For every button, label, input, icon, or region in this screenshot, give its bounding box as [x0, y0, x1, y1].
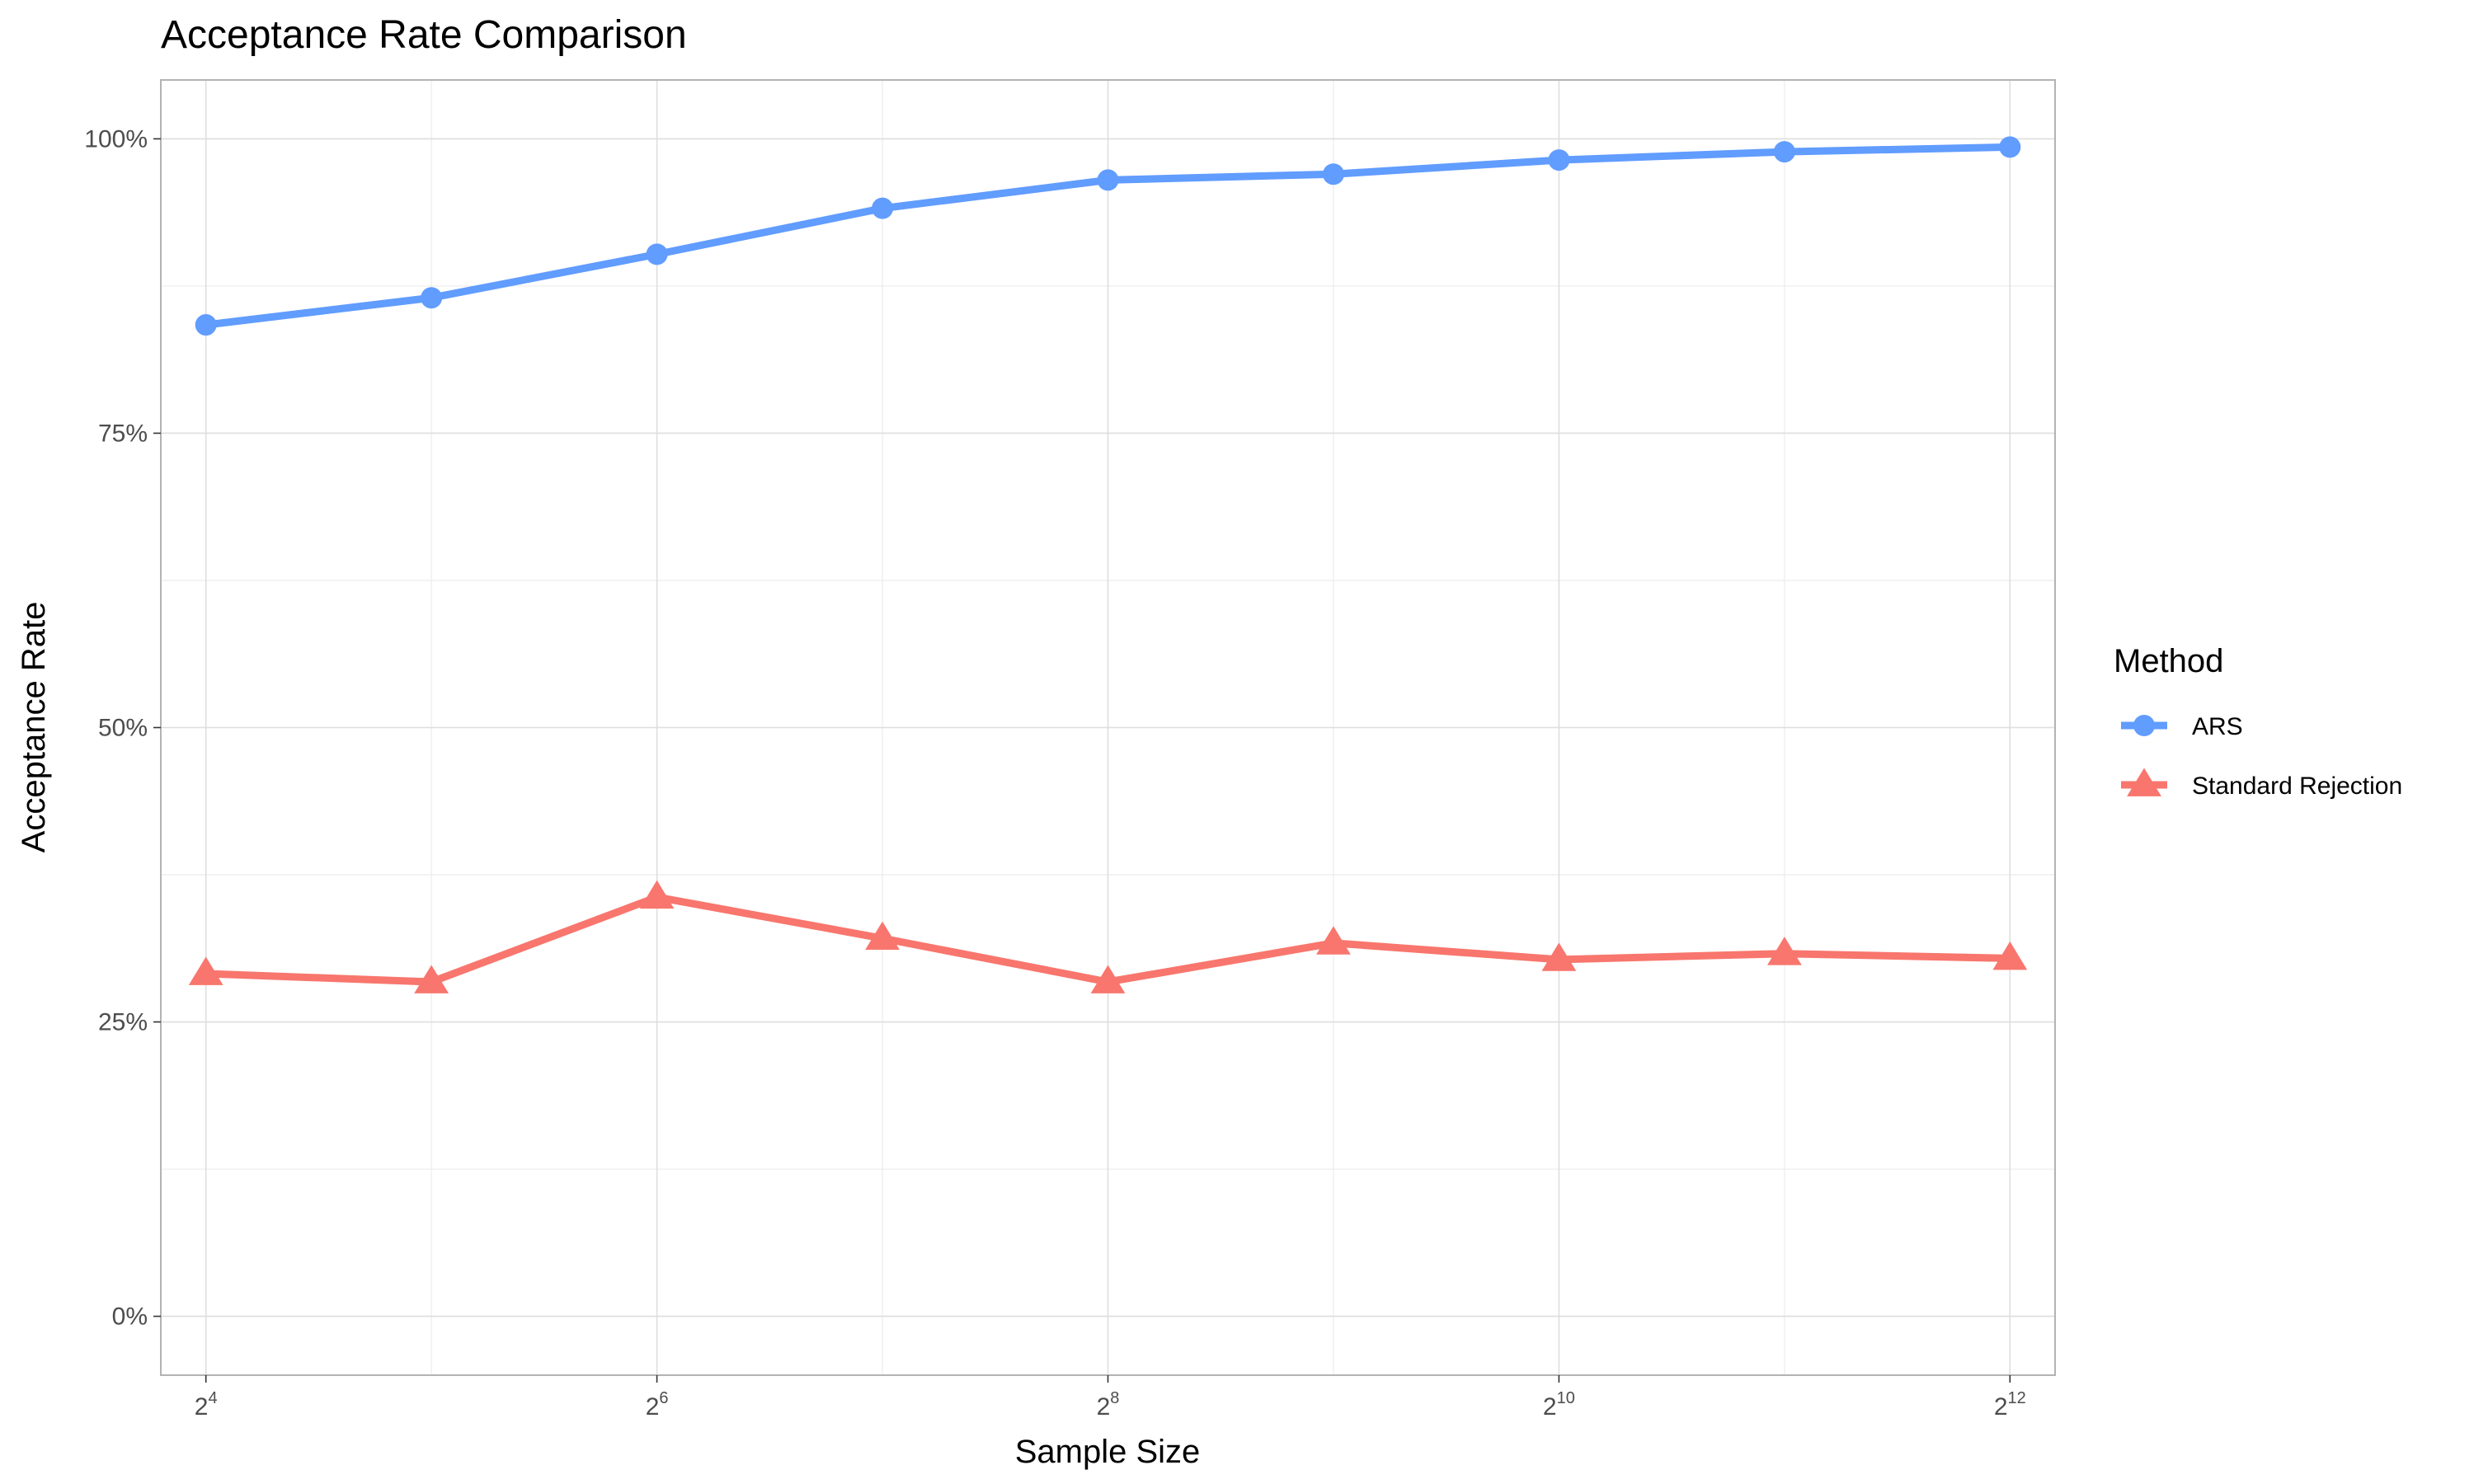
- data-point: [646, 243, 668, 265]
- chart-title: Acceptance Rate Comparison: [161, 13, 687, 57]
- legend-key-marker: [2127, 768, 2161, 796]
- y-axis-title: Acceptance Rate: [16, 602, 52, 853]
- x-tick-label: 212: [1994, 1389, 2026, 1421]
- x-tick-label: 210: [1543, 1389, 1575, 1421]
- data-point: [195, 314, 217, 336]
- x-tick-label: 24: [195, 1389, 218, 1421]
- x-tick-label: 26: [646, 1389, 669, 1421]
- x-tick-label: 28: [1097, 1389, 1120, 1421]
- y-tick-label: 75%: [98, 420, 148, 447]
- data-point: [414, 965, 449, 993]
- data-point: [1766, 937, 1802, 965]
- data-point: [1097, 169, 1119, 191]
- data-point: [1999, 136, 2021, 158]
- y-tick-label: 100%: [84, 125, 148, 153]
- data-point: [1548, 149, 1570, 171]
- data-point: [1992, 941, 2028, 970]
- data-point: [1541, 942, 1577, 971]
- y-tick-label: 25%: [98, 1009, 148, 1036]
- series-ars: [195, 136, 2021, 336]
- legend-key-marker: [2133, 715, 2155, 736]
- series-standard-rejection: [188, 880, 2028, 993]
- grid-layer: [161, 80, 2055, 1375]
- data-point: [639, 880, 675, 909]
- legend-title: Method: [2114, 643, 2223, 679]
- data-point: [188, 956, 223, 985]
- legend-item-ars: ARS: [2121, 713, 2243, 740]
- data-point: [865, 921, 900, 951]
- axis-ticks: 0% 25% 50% 75% 100% 24 26 28 210 212: [84, 125, 2026, 1421]
- series-layer: [188, 136, 2028, 993]
- data-point: [1316, 926, 1351, 955]
- y-tick-label: 50%: [98, 715, 148, 742]
- data-point: [1773, 141, 1795, 163]
- data-point: [872, 197, 894, 219]
- legend-label: ARS: [2192, 713, 2243, 740]
- legend-items: ARS Standard Rejection: [2121, 713, 2402, 800]
- legend-label: Standard Rejection: [2192, 773, 2402, 800]
- data-point: [1090, 965, 1126, 993]
- x-axis-title: Sample Size: [1015, 1434, 1201, 1470]
- data-point: [1322, 163, 1344, 186]
- legend-item-standard-rejection: Standard Rejection: [2121, 768, 2402, 800]
- data-point: [421, 287, 443, 309]
- y-tick-label: 0%: [112, 1303, 148, 1331]
- legend: Method ARS Standard Rejection: [2114, 643, 2402, 800]
